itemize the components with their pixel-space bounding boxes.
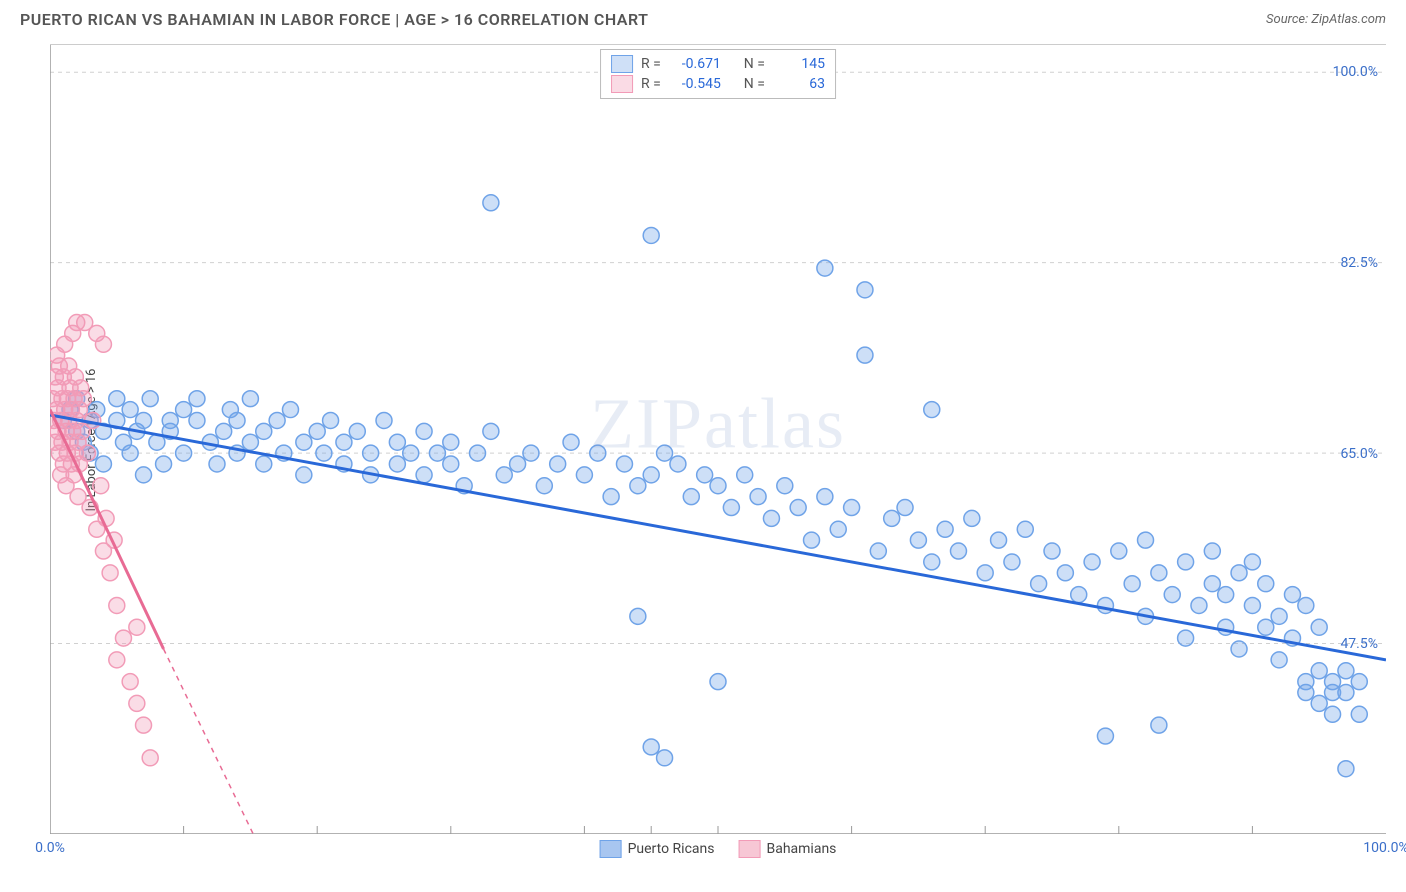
- stats-legend-box: R = -0.671 N = 145 R = -0.545 N = 63: [600, 49, 836, 99]
- stat-r-value: -0.671: [669, 56, 721, 72]
- legend-swatch: [738, 840, 760, 858]
- series-legend: Puerto Ricans Bahamians: [600, 840, 837, 858]
- x-tick-label: 100.0%: [1363, 840, 1406, 856]
- stat-n-label: N =: [744, 76, 765, 92]
- legend-item: Puerto Ricans: [600, 840, 715, 858]
- legend-swatch: [600, 840, 622, 858]
- stat-r-label: R =: [641, 76, 661, 92]
- stat-r-label: R =: [641, 56, 661, 72]
- stats-legend-row: R = -0.671 N = 145: [611, 54, 825, 74]
- legend-label: Bahamians: [766, 841, 836, 857]
- scatter-plot-svg: [50, 45, 1386, 834]
- stat-n-value: 145: [773, 56, 825, 72]
- legend-swatch: [611, 55, 633, 73]
- stat-n-label: N =: [744, 56, 765, 72]
- y-tick-label: 82.5%: [1340, 255, 1378, 271]
- x-tick-label: 0.0%: [35, 840, 65, 856]
- y-tick-label: 65.0%: [1340, 446, 1378, 462]
- chart-plot-area: In Labor Force | Age > 16 ZIPatlas R =-0…: [50, 44, 1386, 834]
- stats-legend-row: R = -0.545 N = 63: [611, 74, 825, 94]
- legend-swatch: [611, 75, 633, 93]
- y-tick-label: 100.0%: [1333, 64, 1378, 80]
- source-attribution: Source: ZipAtlas.com: [1266, 12, 1386, 27]
- y-tick-label: 47.5%: [1340, 636, 1378, 652]
- stat-r-value: -0.545: [669, 76, 721, 92]
- legend-label: Puerto Ricans: [628, 841, 715, 857]
- stat-n-value: 63: [773, 76, 825, 92]
- chart-title: PUERTO RICAN VS BAHAMIAN IN LABOR FORCE …: [20, 10, 648, 29]
- legend-item: Bahamians: [738, 840, 836, 858]
